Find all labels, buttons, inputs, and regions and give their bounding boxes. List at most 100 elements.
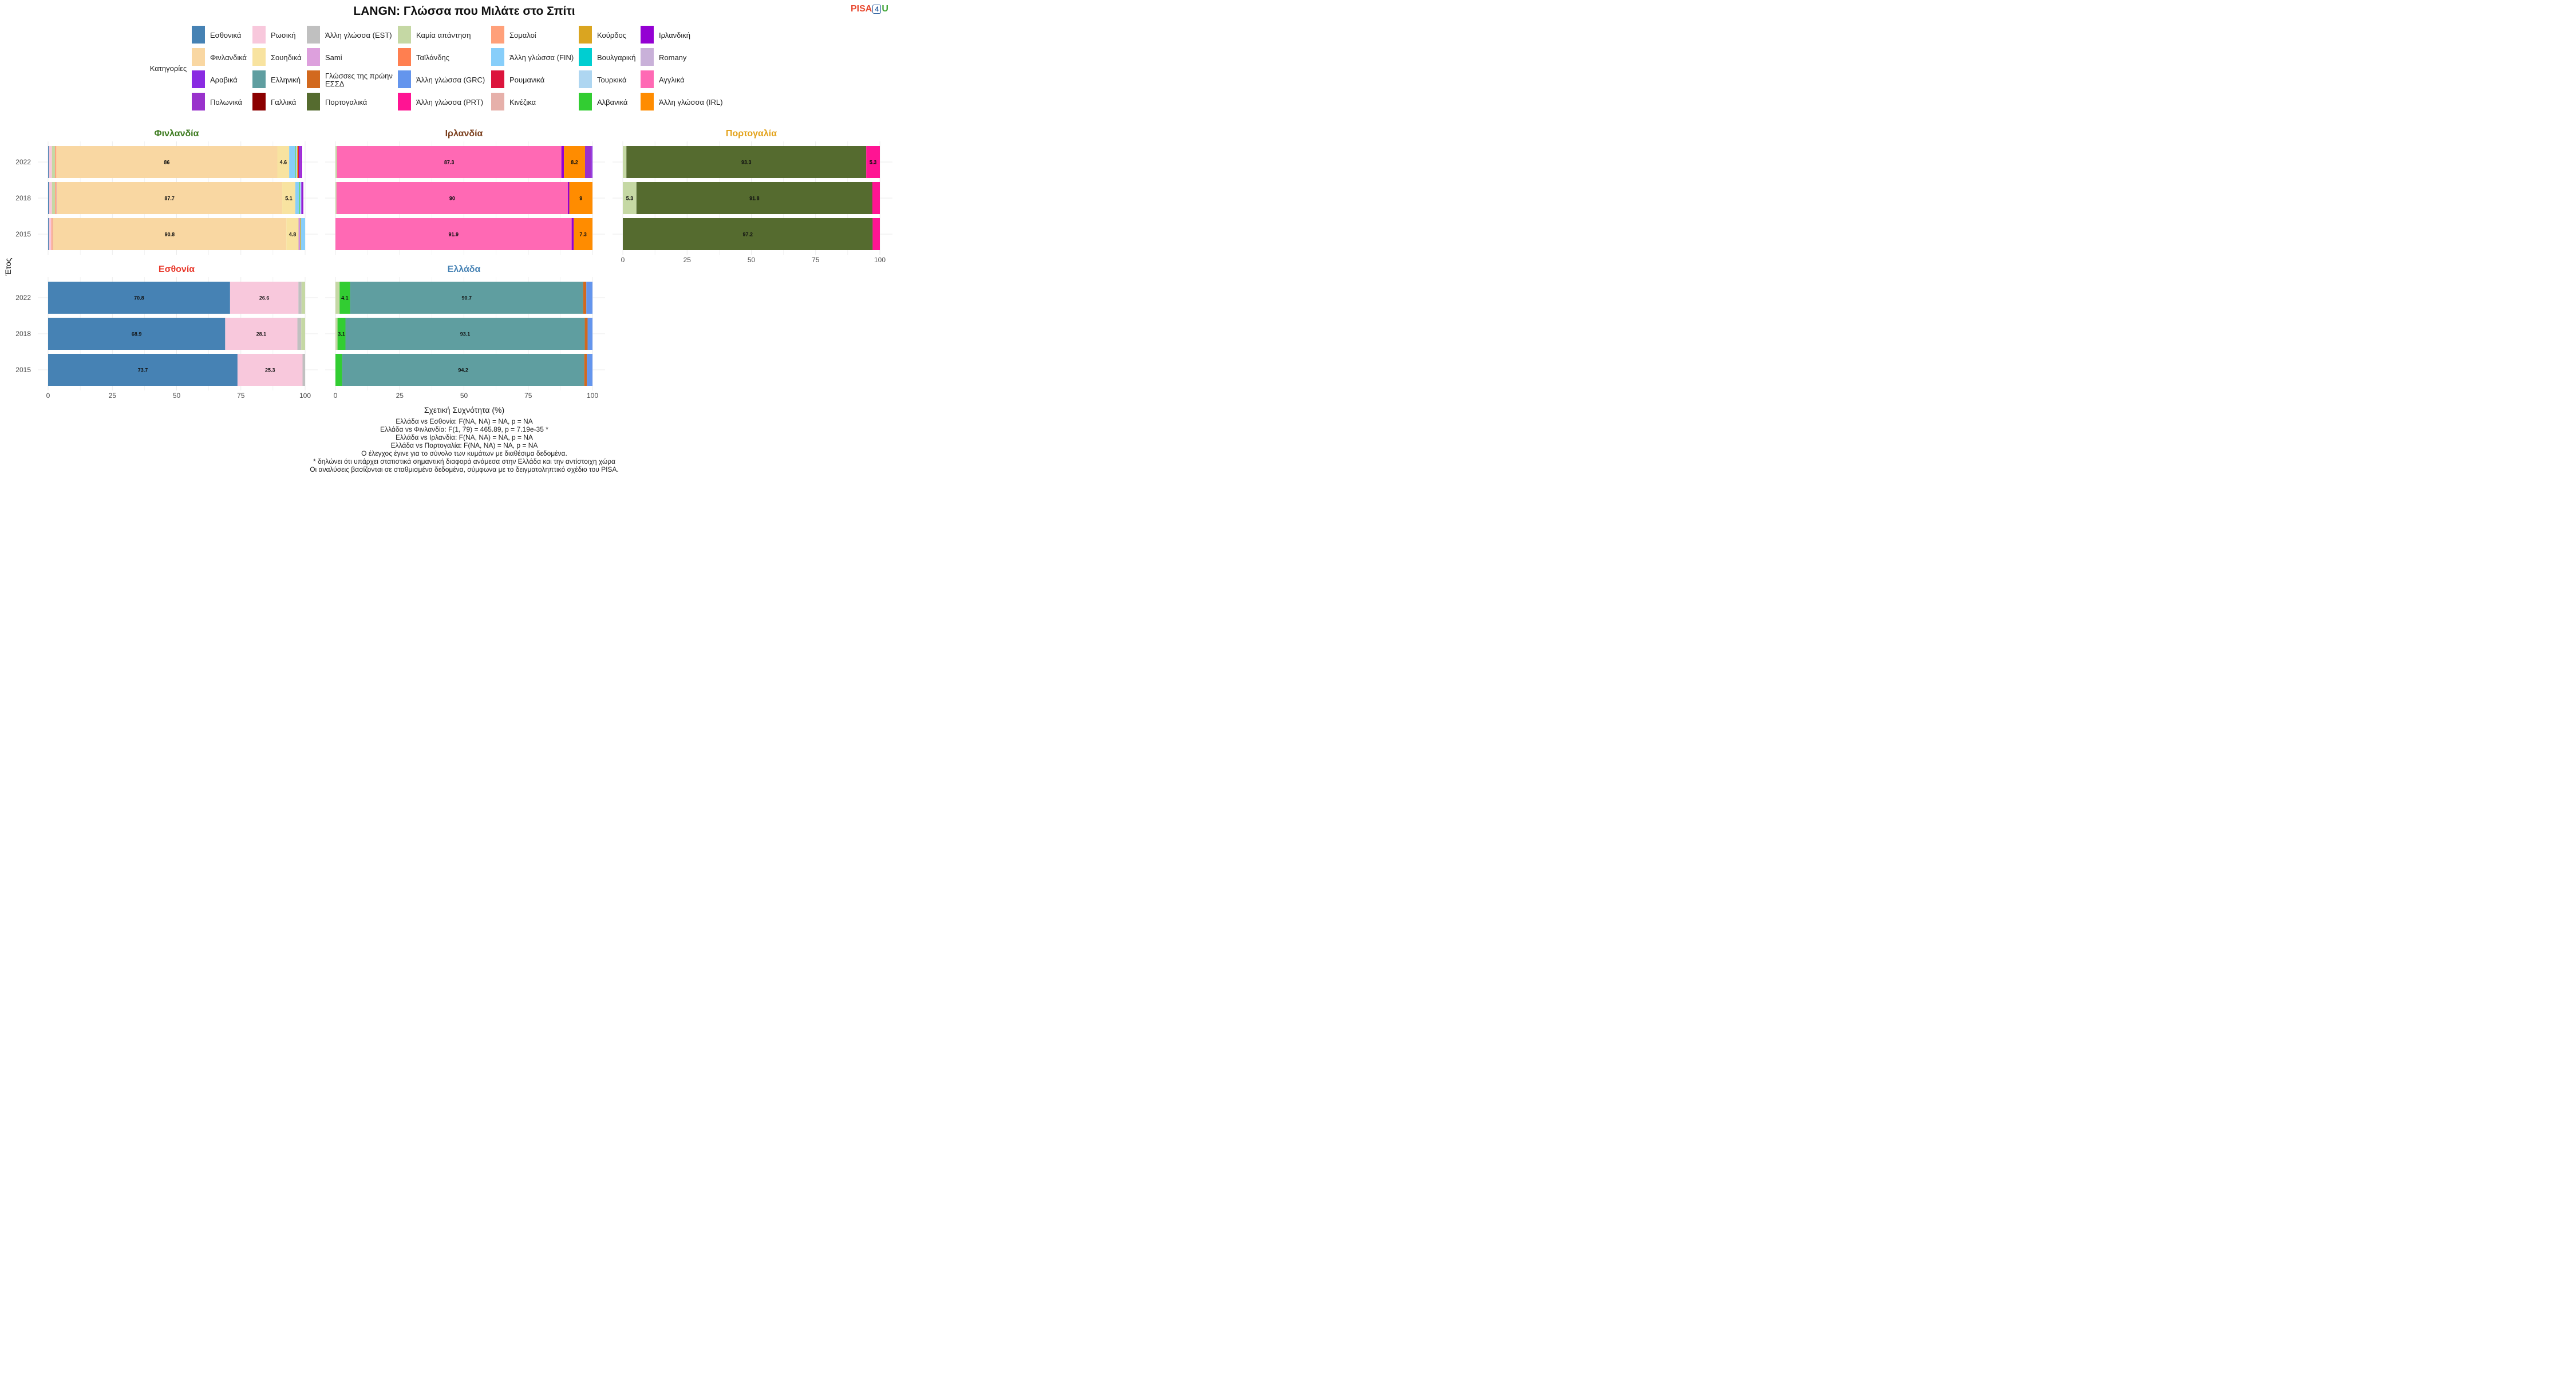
bar-segment — [298, 282, 302, 314]
legend-label: Αγγλικά — [659, 76, 685, 84]
bar-segment — [299, 182, 302, 214]
data-label: 26.6 — [259, 295, 270, 301]
legend-label-line: Σουηδικά — [271, 53, 302, 62]
data-label: 9 — [579, 196, 582, 202]
x-tick-label: 25 — [396, 392, 404, 400]
x-tick-label: 50 — [173, 392, 181, 400]
data-label: 25.3 — [265, 368, 275, 373]
panels: Φινλανδία 2022 86 4.6 2018 87.7 5.1 2015 90.8 4.8… — [15, 129, 892, 400]
x-tick-label: 0 — [46, 392, 50, 400]
data-label: 5.3 — [626, 196, 634, 202]
data-label: 90.7 — [461, 295, 472, 301]
bar-segment — [301, 182, 302, 214]
panel: Πορτογαλία 93.3 5.3 5.3 91.8 97.2 0 25 50 75 100 — [613, 129, 892, 264]
panel-title: Φινλανδία — [155, 129, 199, 139]
panel: Ιρλανδία 87.3 8.2 90 9 91.9 7.3 — [325, 129, 605, 255]
panel-title: Πορτογαλία — [726, 129, 777, 139]
legend-item: Ιρλανδική — [641, 26, 690, 44]
legend-label: Ρουμανικά — [509, 76, 545, 84]
legend-label-line: ΕΣΣΔ — [325, 80, 345, 88]
legend-label-line: Άλλη γλώσσα (EST) — [325, 31, 392, 40]
bar-segment — [586, 282, 592, 314]
legend-item: Άλλη γλώσσα (PRT) — [398, 93, 483, 110]
legend-item: Άλλη γλώσσα (GRC) — [398, 70, 485, 88]
legend-label-line: Αγγλικά — [659, 76, 685, 84]
legend-item: Σουηδικά — [252, 48, 302, 66]
x-axis-title: Σχετική Συχνότητα (%) — [424, 405, 504, 414]
bar-segment — [626, 146, 867, 178]
bar-segment — [302, 182, 303, 214]
legend-label: Πορτογαλικά — [325, 98, 368, 106]
bar-segment — [277, 146, 290, 178]
bar-segment — [583, 282, 587, 314]
y-tick-label: 2022 — [15, 294, 31, 302]
legend-label-line: Άλλη γλώσσα (IRL) — [659, 98, 723, 106]
legend-label-line: Σομαλοί — [509, 31, 536, 40]
legend-item: Αλβανικά — [579, 93, 628, 110]
legend-label: Βουλγαρική — [597, 53, 636, 62]
bar-segment — [587, 354, 592, 386]
data-label: 87.3 — [444, 160, 455, 165]
legend-title: Κατηγορίες — [150, 64, 187, 73]
legend-label: Ρωσική — [271, 31, 295, 40]
legend-swatch — [579, 26, 592, 44]
legend-label: Sami — [325, 53, 342, 62]
bar-segment — [872, 182, 880, 214]
legend-swatch — [491, 48, 504, 66]
legend-item: Κούρδος — [579, 26, 626, 44]
bar-segment — [289, 146, 295, 178]
legend-label-line: Βουλγαρική — [597, 53, 636, 62]
data-label: 4.1 — [341, 295, 349, 301]
legend-item: Πολωνικά — [192, 93, 243, 110]
data-label: 93.1 — [460, 331, 471, 337]
legend-label-line: Sami — [325, 53, 342, 62]
bar-segment — [56, 182, 57, 214]
legend-swatch — [641, 93, 654, 110]
legend-swatch — [307, 48, 320, 66]
data-label: 4.8 — [289, 232, 297, 238]
footnotes: Ελλάδα vs Εσθονία: F(NA, NA) = NA, p = N… — [310, 417, 619, 473]
legend-label: Άλλη γλώσσα (EST) — [325, 31, 392, 40]
panel: Εσθονία 2022 70.8 26.6 2018 68.9 28.1 2015 73.7 2… — [15, 264, 318, 400]
bar-segment — [623, 182, 637, 214]
data-label: 8.2 — [571, 160, 578, 165]
bar-segment — [52, 146, 56, 178]
legend-swatch — [491, 26, 504, 44]
legend-label: Άλλη γλώσσα (GRC) — [416, 76, 485, 84]
legend-swatch — [192, 70, 205, 88]
x-tick-label: 50 — [748, 256, 756, 264]
legend-label: Εσθονικά — [210, 31, 242, 40]
legend-item: Ρωσική — [252, 26, 295, 44]
x-tick-label: 75 — [237, 392, 245, 400]
data-label: 90.8 — [165, 232, 175, 238]
bar-segment — [48, 318, 226, 350]
legend-label: Γλώσσες της πρώην ΕΣΣΔ — [325, 72, 393, 88]
footnote-line: Ελλάδα vs Εσθονία: F(NA, NA) = NA, p = N… — [396, 417, 532, 425]
legend-swatch — [252, 93, 266, 110]
panel: Φινλανδία 2022 86 4.6 2018 87.7 5.1 2015 90.8 4.8 — [15, 129, 318, 255]
legend-label-line: Γλώσσες της πρώην — [325, 72, 393, 80]
legend-label-line: Πολωνικά — [210, 98, 243, 106]
legend-label: Romany — [659, 53, 687, 62]
footnote-line: Οι αναλύσεις βασίζονται σε σταθμισμένα δ… — [310, 465, 619, 473]
legend-label: Άλλη γλώσσα (PRT) — [416, 98, 483, 106]
bar-segment — [56, 146, 278, 178]
legend-item: Κινέζικα — [491, 93, 536, 110]
legend-label: Σομαλοί — [509, 31, 536, 40]
legend-item: Romany — [641, 48, 687, 66]
bar-segment — [300, 218, 301, 250]
bar-segment — [48, 354, 238, 386]
bar-segment — [49, 182, 52, 214]
legend-item: Τουρκικά — [579, 70, 627, 88]
legend-swatch — [579, 48, 592, 66]
bar-segment — [55, 182, 56, 214]
bar-segment — [53, 218, 287, 250]
logo-pisa-text: PISA — [851, 4, 872, 14]
panel-title: Ιρλανδία — [445, 129, 483, 139]
bar-segment — [335, 282, 340, 314]
legend-swatch — [192, 48, 205, 66]
legend-swatch — [641, 48, 654, 66]
data-label: 93.3 — [741, 160, 752, 165]
legend-label: Άλλη γλώσσα (FIN) — [509, 53, 574, 62]
legend-label-line: Ελληνική — [271, 76, 301, 84]
